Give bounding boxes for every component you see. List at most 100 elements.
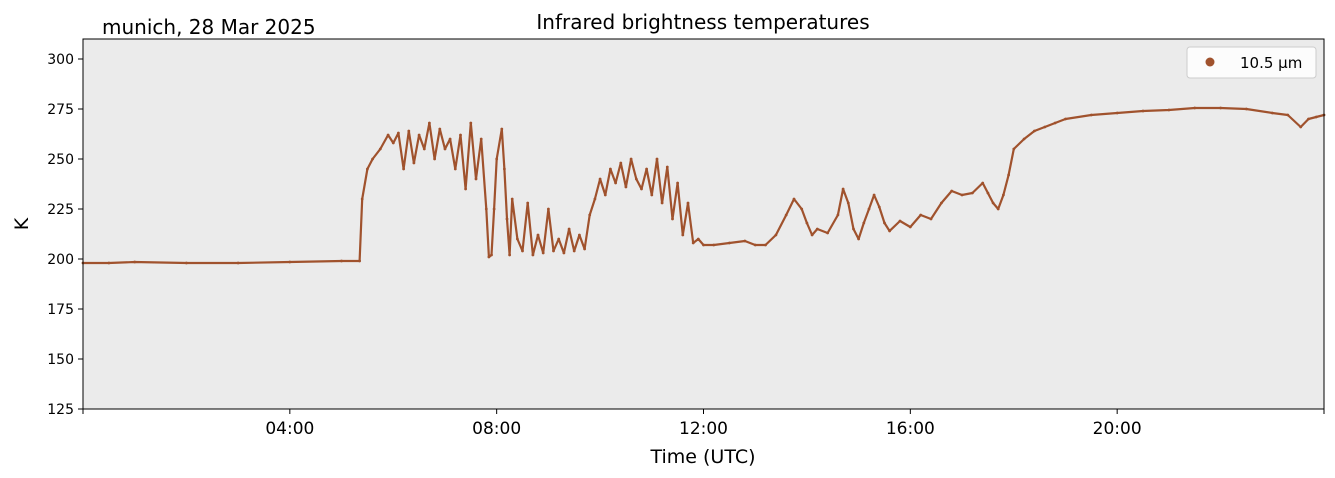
data-point bbox=[1012, 147, 1016, 151]
data-point bbox=[464, 187, 467, 191]
y-tick-label: 300 bbox=[47, 52, 74, 68]
data-point bbox=[378, 147, 382, 151]
data-point bbox=[660, 201, 664, 205]
data-point bbox=[417, 133, 421, 137]
data-point bbox=[1022, 137, 1026, 141]
data-point bbox=[500, 127, 504, 131]
data-point bbox=[671, 217, 674, 221]
data-point bbox=[929, 217, 933, 221]
data-point bbox=[665, 165, 669, 169]
data-point bbox=[981, 181, 985, 185]
data-point bbox=[1141, 109, 1145, 113]
data-point bbox=[552, 249, 555, 253]
data-point bbox=[1307, 117, 1310, 121]
data-point bbox=[908, 225, 912, 229]
data-point bbox=[774, 233, 778, 237]
data-point bbox=[588, 213, 592, 217]
data-point bbox=[712, 243, 716, 247]
data-point bbox=[898, 219, 902, 223]
data-point bbox=[996, 207, 1000, 211]
data-point bbox=[510, 197, 514, 201]
data-point bbox=[107, 261, 111, 265]
data-point bbox=[583, 247, 586, 251]
data-point bbox=[702, 243, 705, 247]
data-point bbox=[645, 167, 648, 171]
data-point bbox=[634, 177, 638, 181]
data-point bbox=[541, 251, 545, 255]
data-point bbox=[1089, 113, 1093, 117]
data-point bbox=[490, 253, 493, 257]
chart-title: Infrared brightness temperatures bbox=[536, 10, 869, 34]
data-point bbox=[888, 229, 891, 233]
data-point bbox=[836, 213, 840, 217]
legend-box bbox=[1186, 46, 1317, 79]
data-point bbox=[784, 213, 788, 217]
data-point bbox=[691, 241, 695, 245]
data-point bbox=[422, 147, 426, 151]
x-axis: 04:00 08:00 12:00 16:00 20:00 bbox=[82, 409, 1325, 439]
data-point bbox=[815, 227, 819, 231]
data-point bbox=[609, 167, 612, 171]
y-axis-label: K bbox=[11, 217, 33, 230]
data-point bbox=[1043, 125, 1047, 129]
chart-subtitle: munich, 28 Mar 2025 bbox=[102, 15, 316, 39]
y-tick-label: 225 bbox=[47, 202, 74, 218]
data-point bbox=[433, 157, 436, 161]
data-point bbox=[1167, 108, 1171, 112]
data-point bbox=[526, 201, 530, 205]
data-point bbox=[1219, 106, 1222, 110]
data-point bbox=[479, 137, 483, 141]
data-point bbox=[676, 181, 679, 185]
data-point bbox=[743, 239, 747, 243]
data-point bbox=[360, 197, 364, 201]
plot-area bbox=[83, 39, 1324, 409]
data-point bbox=[567, 227, 571, 231]
data-point bbox=[386, 133, 390, 137]
data-point bbox=[236, 261, 240, 265]
data-point bbox=[1193, 106, 1197, 110]
data-point bbox=[1115, 111, 1119, 115]
data-point bbox=[681, 233, 685, 237]
data-point bbox=[624, 185, 628, 189]
data-point bbox=[1007, 173, 1010, 177]
x-tick-label: 20:00 bbox=[1093, 419, 1142, 439]
data-point bbox=[919, 213, 923, 217]
data-point bbox=[857, 237, 860, 241]
data-point bbox=[438, 127, 442, 131]
data-point bbox=[1299, 125, 1303, 129]
y-axis: 125 150 175 200 225 250 275 300 bbox=[47, 52, 83, 418]
y-tick-label: 200 bbox=[47, 252, 74, 268]
data-point bbox=[531, 253, 535, 257]
data-point bbox=[862, 221, 866, 225]
data-point bbox=[288, 260, 292, 264]
data-point bbox=[492, 207, 496, 211]
data-point bbox=[629, 157, 633, 161]
data-point bbox=[407, 129, 411, 133]
x-tick-label: 16:00 bbox=[886, 419, 935, 439]
data-point bbox=[572, 249, 576, 253]
data-point bbox=[593, 197, 597, 201]
data-point bbox=[469, 121, 473, 125]
data-point bbox=[753, 243, 757, 247]
x-tick-label: 04:00 bbox=[265, 419, 314, 439]
data-point bbox=[521, 249, 524, 253]
legend-marker bbox=[1205, 57, 1215, 67]
data-point bbox=[503, 167, 506, 171]
data-point bbox=[1245, 107, 1248, 111]
data-point bbox=[728, 241, 731, 245]
data-point bbox=[366, 167, 369, 171]
data-point bbox=[940, 201, 943, 205]
data-point bbox=[960, 193, 964, 197]
data-point bbox=[640, 187, 643, 191]
data-point bbox=[792, 197, 796, 201]
data-point bbox=[800, 207, 804, 211]
data-point bbox=[841, 187, 845, 191]
data-point bbox=[412, 161, 416, 165]
data-point bbox=[562, 251, 566, 255]
data-point bbox=[578, 233, 581, 237]
data-point bbox=[133, 260, 137, 264]
data-point bbox=[340, 259, 343, 263]
data-point bbox=[459, 133, 462, 137]
data-point bbox=[1286, 113, 1290, 117]
data-point bbox=[428, 121, 431, 125]
